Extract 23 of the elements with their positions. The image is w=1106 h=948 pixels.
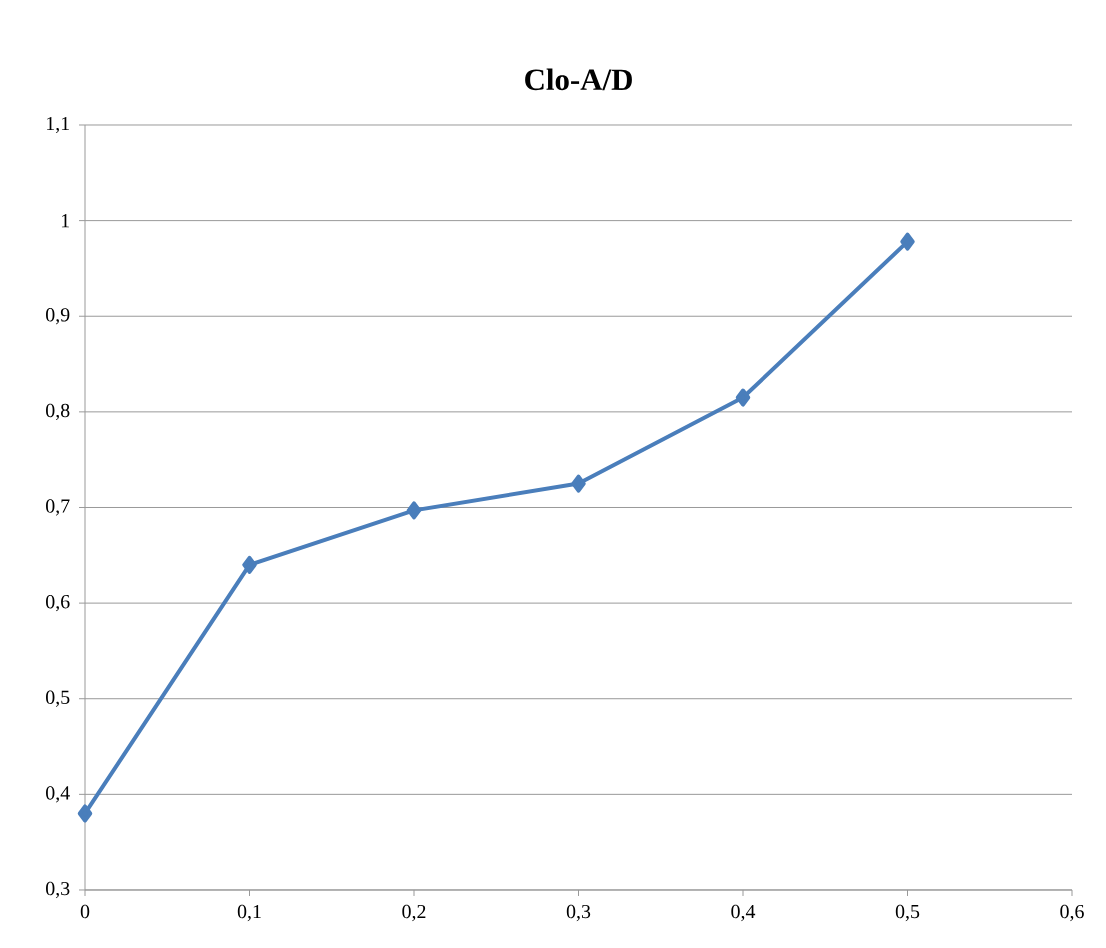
- point: [900, 232, 915, 251]
- point: [571, 474, 586, 493]
- point: [735, 388, 751, 407]
- y-tick-label: 1,1: [47, 116, 69, 134]
- y-tick-label: 0,7: [46, 499, 70, 516]
- x-tick-label: 0,2: [402, 904, 426, 922]
- point: [77, 804, 93, 823]
- point: [406, 501, 422, 520]
- x-tick-label: 0,3: [566, 904, 591, 922]
- y-tick-label: 0,3: [46, 881, 70, 899]
- x-tick-label: 0,5: [895, 904, 920, 922]
- y-tick-label: 0,5: [46, 690, 70, 707]
- y-tick-label: 0,8: [46, 403, 70, 421]
- x-tick-label: 0: [80, 904, 90, 919]
- y-tick-label: 1: [61, 214, 69, 228]
- chart-title: Clo-A/D: [525, 68, 632, 91]
- x-tick-label: 0,1: [237, 904, 261, 922]
- x-tick-label: 0,4: [731, 904, 756, 922]
- y-tick-label: 0,9: [46, 308, 70, 325]
- y-tick-label: 0,6: [46, 594, 70, 612]
- point: [242, 555, 257, 574]
- y-tick-label: 0,4: [46, 786, 70, 803]
- x-tick-label: 0,6: [1060, 904, 1084, 922]
